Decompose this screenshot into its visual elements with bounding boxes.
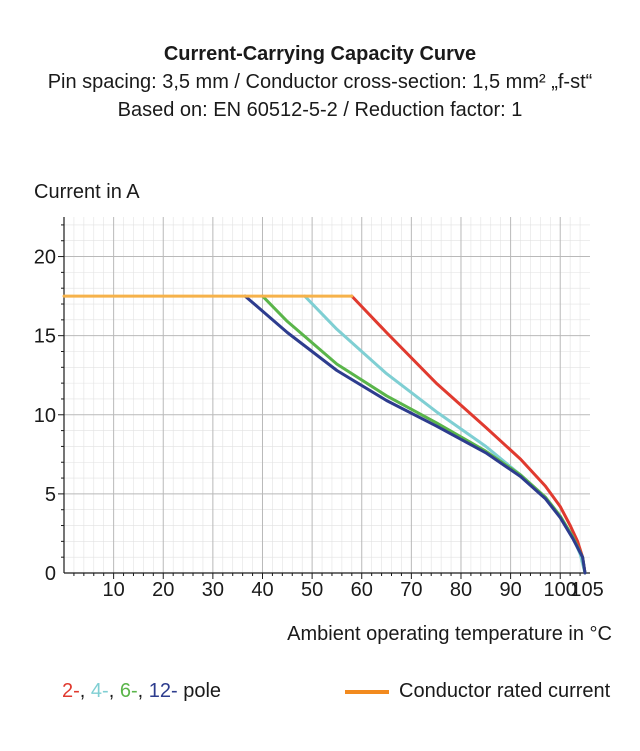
- legend-rated-current: Conductor rated current: [345, 680, 610, 703]
- x-tick-label: 30: [202, 579, 224, 601]
- x-tick-label: 100: [544, 579, 577, 601]
- x-tick-label: 50: [301, 579, 323, 601]
- x-tick-label: 20: [152, 579, 174, 601]
- legend-separator: ,: [137, 680, 149, 702]
- x-tick-label: 105: [570, 579, 603, 601]
- legend-item-12-pole: 12-: [148, 680, 178, 702]
- x-tick-label: 80: [450, 579, 472, 601]
- y-tick-label: 5: [45, 484, 56, 506]
- x-tick-label: 70: [400, 579, 422, 601]
- chart-subtitle-standard: Based on: EN 60512-5-2 / Reduction facto…: [117, 99, 523, 121]
- x-tick-label: 10: [102, 579, 124, 601]
- series-line-12: [243, 294, 587, 575]
- x-tick-label: 90: [499, 579, 521, 601]
- x-tick-label: 60: [351, 579, 373, 601]
- chart-subtitle-pin-spacing: Pin spacing: 3,5 mm / Conductor cross-se…: [47, 71, 593, 93]
- legend-separator: ,: [108, 680, 120, 702]
- y-tick-label: 10: [34, 405, 56, 427]
- legend-orange-line-swatch: [345, 689, 389, 694]
- x-tick-label: 40: [251, 579, 273, 601]
- legend-item-6-pole: 6-: [119, 680, 138, 702]
- y-tick-label: 0: [45, 563, 56, 585]
- legend-item-4-pole: 4-: [90, 680, 109, 702]
- chart-title: Current-Carrying Capacity Curve: [163, 43, 477, 65]
- series-line-4: [303, 294, 587, 575]
- y-tick-label: 15: [34, 326, 56, 348]
- legend-item-2-pole: 2-: [62, 680, 80, 702]
- series-line-2: [350, 294, 587, 575]
- legend-pole-series: 2-, 4-, 6-, 12- pole: [62, 680, 221, 703]
- legend-rated-label: Conductor rated current: [399, 680, 611, 702]
- legend-pole-suffix: pole: [177, 680, 222, 702]
- legend-separator: ,: [79, 680, 91, 702]
- y-tick-label: 20: [34, 247, 56, 269]
- y-axis-label: Current in A: [34, 181, 140, 203]
- x-axis-label: Ambient operating temperature in °C: [287, 623, 612, 645]
- series-line-6: [261, 294, 587, 575]
